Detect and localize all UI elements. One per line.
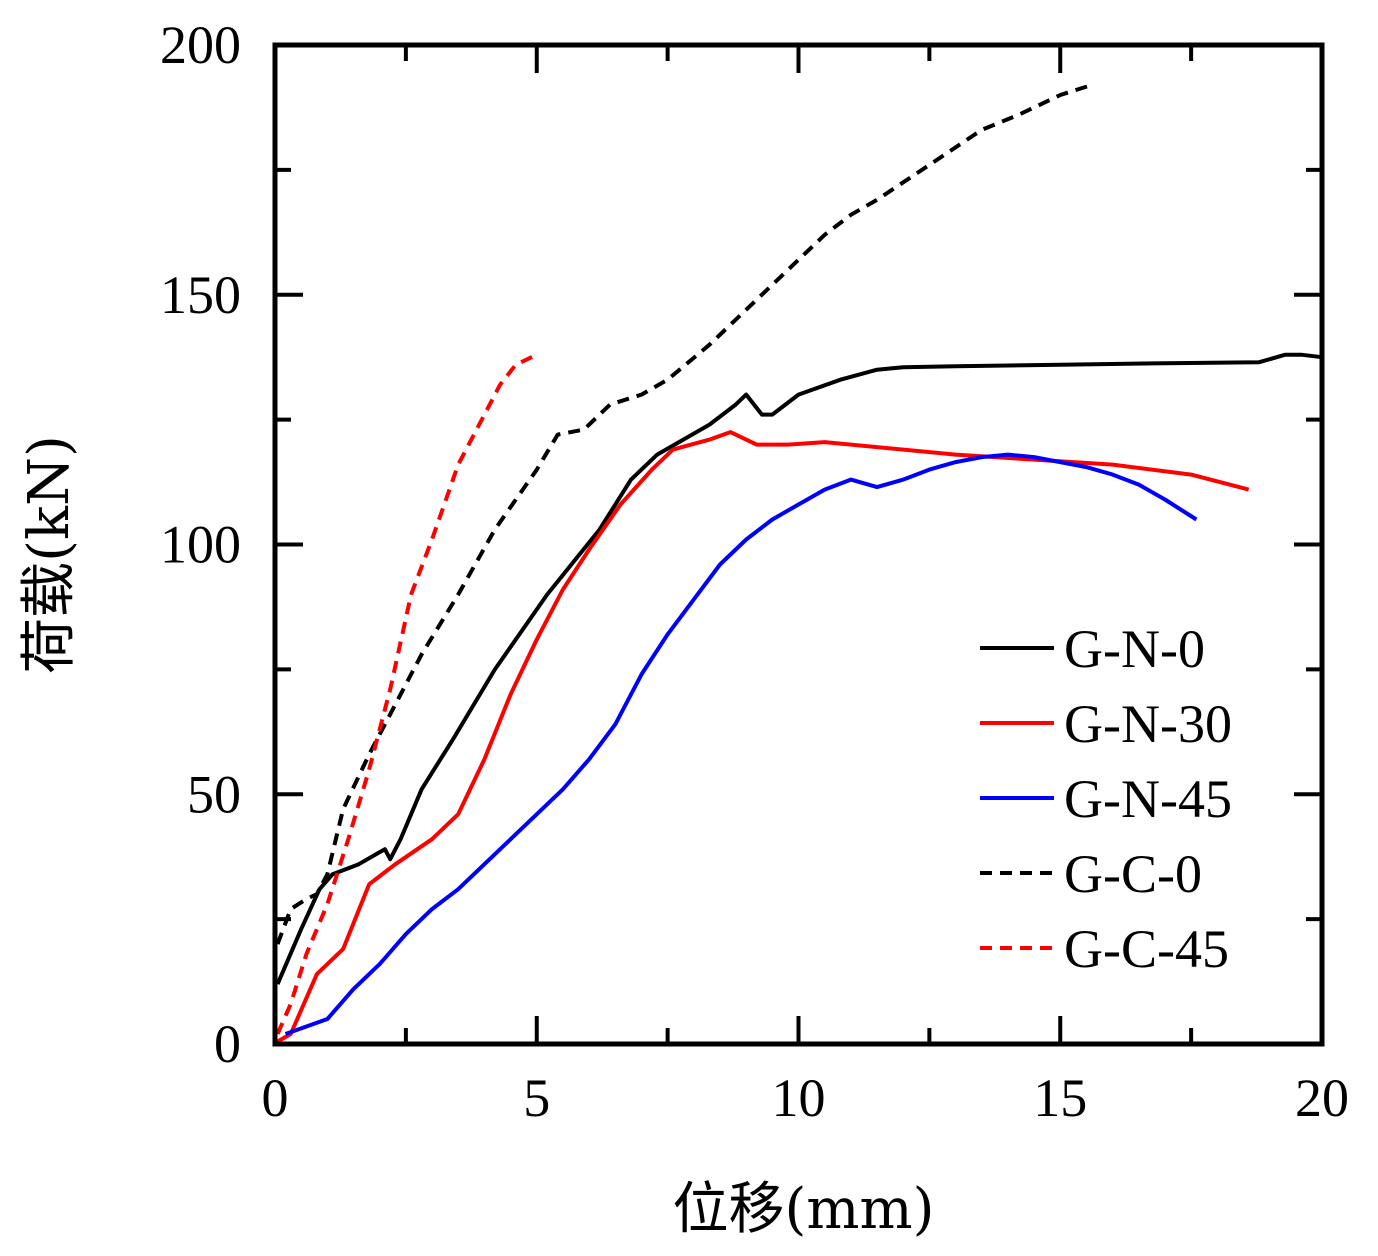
y-tick-label: 50 bbox=[187, 764, 241, 824]
x-tick-label: 0 bbox=[262, 1068, 289, 1128]
y-axis-title: 荷载(kN) bbox=[17, 435, 82, 674]
y-tick-label: 150 bbox=[160, 265, 241, 325]
series-line-g-c-45 bbox=[275, 352, 538, 1035]
y-tick-label: 200 bbox=[160, 15, 241, 75]
x-tick-label: 5 bbox=[523, 1068, 550, 1128]
y-tick-label: 100 bbox=[160, 515, 241, 575]
legend-label-g-n-0: G-N-0 bbox=[1064, 619, 1205, 679]
series-layer bbox=[275, 83, 1323, 1044]
series-line-g-c-0 bbox=[275, 83, 1093, 945]
series-line-g-n-0 bbox=[275, 352, 1323, 985]
ticks-layer bbox=[273, 43, 1324, 1046]
legend-label-g-n-45: G-N-45 bbox=[1064, 769, 1232, 829]
legend-label-g-c-0: G-C-0 bbox=[1064, 844, 1202, 904]
x-tick-label: 10 bbox=[772, 1068, 826, 1128]
series-line-g-n-30 bbox=[276, 430, 1250, 1044]
x-tick-label: 15 bbox=[1033, 1068, 1087, 1128]
x-tick-label: 20 bbox=[1295, 1068, 1349, 1128]
series-line-g-n-45 bbox=[284, 452, 1198, 1036]
y-tick-label: 0 bbox=[214, 1014, 241, 1074]
legend-label-g-n-30: G-N-30 bbox=[1064, 694, 1232, 754]
legend-label-g-c-45: G-C-45 bbox=[1064, 919, 1229, 979]
legend: G-N-0 G-N-30 G-N-45 G-C-0 G-C-45 bbox=[980, 619, 1232, 979]
x-axis-title: 位移(mm) bbox=[673, 1177, 935, 1242]
